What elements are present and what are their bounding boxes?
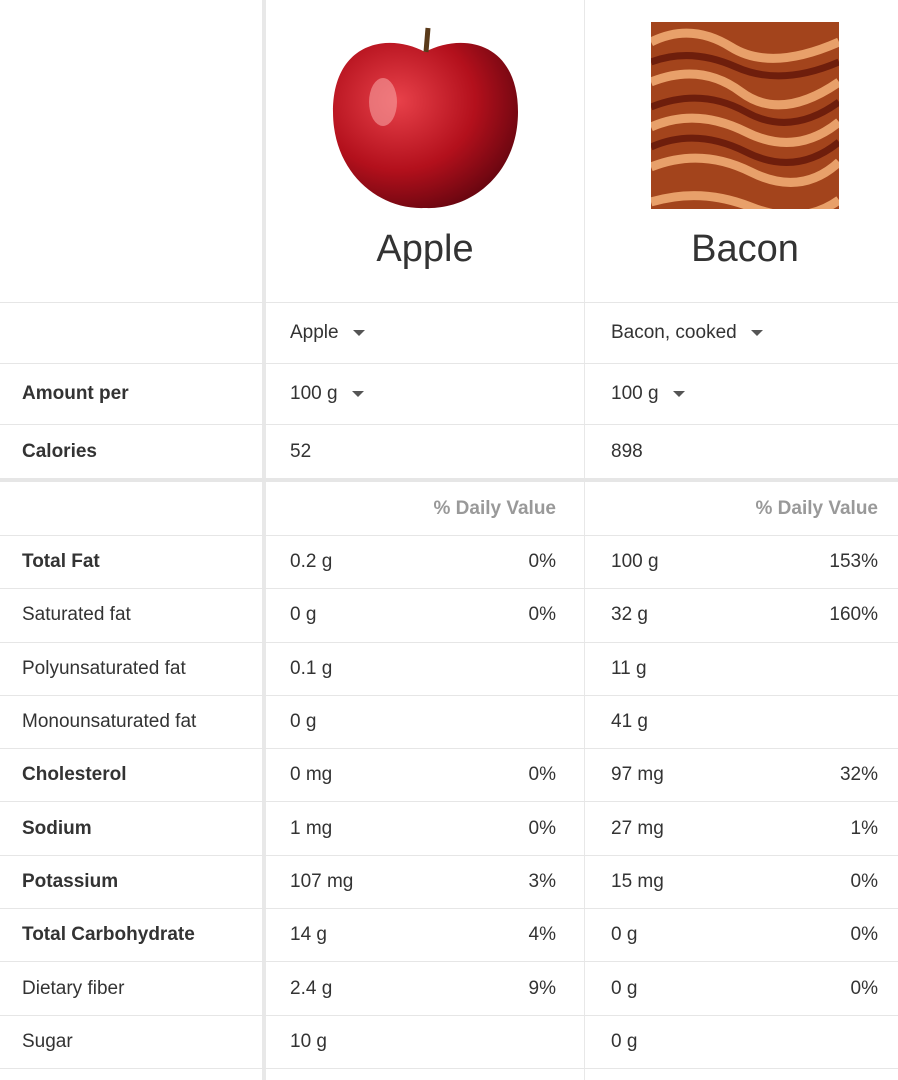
bacon-image bbox=[651, 22, 839, 209]
apple-daily-value: 9% bbox=[528, 977, 556, 999]
daily-value-header: % Daily Value bbox=[433, 497, 556, 519]
food-title-apple: Apple bbox=[376, 228, 474, 270]
selector-label: Bacon, cooked bbox=[611, 322, 737, 343]
nutrient-label: Total Fat bbox=[22, 551, 100, 573]
calories-label: Calories bbox=[22, 440, 97, 462]
dropdown-caret-icon bbox=[351, 390, 364, 397]
bacon-amount: 0 g bbox=[611, 924, 638, 946]
bacon-daily-value: 1% bbox=[850, 817, 878, 839]
nutrient-label: Total Carbohydrate bbox=[22, 924, 195, 946]
bacon-daily-value: 0% bbox=[850, 977, 878, 999]
nutrient-label: Sugar bbox=[22, 1030, 73, 1052]
dropdown-caret-icon bbox=[352, 329, 365, 336]
nutrient-row: Sodium 1 mg 0% 27 mg 1% bbox=[0, 803, 898, 856]
apple-daily-value: 0% bbox=[528, 551, 556, 573]
apple-amount: 0 mg bbox=[290, 764, 333, 786]
apple-amount: 10 g bbox=[290, 1030, 327, 1052]
nutrient-row: Sugar 10 g 0 g bbox=[0, 1016, 898, 1069]
apple-daily-value: 0% bbox=[528, 764, 556, 786]
column-divider bbox=[584, 0, 585, 1080]
apple-daily-value: 0% bbox=[528, 817, 556, 839]
bacon-amount: 0 g bbox=[611, 1030, 638, 1052]
header-row: Apple Bacon bbox=[0, 0, 898, 303]
bacon-amount: 15 mg bbox=[611, 870, 664, 892]
dropdown-caret-icon bbox=[750, 329, 763, 336]
apple-amount: 0.1 g bbox=[290, 657, 333, 679]
nutrient-row: Saturated fat 0 g 0% 32 g 160% bbox=[0, 589, 898, 643]
nutrient-label: Monounsaturated fat bbox=[22, 711, 197, 733]
calories-apple: 52 bbox=[290, 440, 312, 462]
daily-value-header-row: % Daily Value % Daily Value bbox=[0, 482, 898, 536]
apple-amount: 0 g bbox=[290, 604, 317, 626]
apple-amount: 0.2 g bbox=[290, 551, 333, 573]
bacon-amount: 27 mg bbox=[611, 817, 664, 839]
nutrient-label: Sodium bbox=[22, 817, 92, 839]
daily-value-header: % Daily Value bbox=[755, 497, 878, 519]
nutrient-label: Dietary fiber bbox=[22, 977, 125, 999]
apple-amount: 107 mg bbox=[290, 870, 354, 892]
nutrient-row: Cholesterol 0 mg 0% 97 mg 32% bbox=[0, 749, 898, 803]
nutrient-row: Monounsaturated fat 0 g 41 g bbox=[0, 696, 898, 750]
bacon-amount: 0 g bbox=[611, 977, 638, 999]
column-divider bbox=[262, 0, 266, 1080]
nutrient-label: Polyunsaturated fat bbox=[22, 657, 186, 679]
nutrient-label: Cholesterol bbox=[22, 764, 127, 786]
amount-selector-bacon[interactable]: 100 g bbox=[584, 383, 898, 405]
calories-bacon: 898 bbox=[611, 440, 643, 462]
apple-image bbox=[333, 27, 518, 209]
calories-row: Calories 52 898 bbox=[0, 425, 898, 482]
bacon-amount: 100 g bbox=[611, 551, 659, 573]
bacon-amount: 32 g bbox=[611, 604, 648, 626]
food-title-bacon: Bacon bbox=[691, 228, 799, 270]
nutrient-row: Total Fat 0.2 g 0% 100 g 153% bbox=[0, 536, 898, 590]
apple-amount: 0 g bbox=[290, 711, 317, 733]
apple-amount: 1 mg bbox=[290, 817, 333, 839]
bacon-daily-value: 0% bbox=[850, 870, 878, 892]
apple-daily-value: 0% bbox=[528, 604, 556, 626]
bacon-daily-value: 0% bbox=[850, 924, 878, 946]
food-selector-bacon[interactable]: Bacon, cooked bbox=[584, 322, 898, 344]
bacon-daily-value: 32% bbox=[839, 764, 878, 786]
amount-label: Amount per bbox=[22, 383, 129, 404]
nutrient-row: Total Carbohydrate 14 g 4% 0 g 0% bbox=[0, 909, 898, 963]
selector-label: Apple bbox=[290, 322, 339, 343]
apple-amount: 14 g bbox=[290, 924, 327, 946]
bacon-amount: 11 g bbox=[611, 657, 647, 679]
nutrient-label: Saturated fat bbox=[22, 604, 131, 626]
nutrient-row: Polyunsaturated fat 0.1 g 11 g bbox=[0, 643, 898, 696]
bacon-amount: 97 mg bbox=[611, 764, 664, 786]
nutrient-row: Potassium 107 mg 3% 15 mg 0% bbox=[0, 856, 898, 910]
apple-daily-value: 4% bbox=[528, 924, 556, 946]
amount-value: 100 g bbox=[290, 383, 338, 404]
dropdown-caret-icon bbox=[672, 390, 685, 397]
bacon-daily-value: 153% bbox=[829, 551, 878, 573]
bacon-amount: 41 g bbox=[611, 711, 648, 733]
nutrient-row: Dietary fiber 2.4 g 9% 0 g 0% bbox=[0, 962, 898, 1016]
apple-amount: 2.4 g bbox=[290, 977, 333, 999]
amount-row: Amount per 100 g 100 g bbox=[0, 364, 898, 425]
food-selector-apple[interactable]: Apple bbox=[262, 322, 584, 344]
amount-selector-apple[interactable]: 100 g bbox=[262, 383, 584, 405]
nutrient-label: Potassium bbox=[22, 870, 119, 892]
bacon-daily-value: 160% bbox=[829, 604, 878, 626]
apple-daily-value: 3% bbox=[528, 870, 556, 892]
amount-value: 100 g bbox=[611, 383, 659, 404]
selector-row: Apple Bacon, cooked bbox=[0, 303, 898, 364]
